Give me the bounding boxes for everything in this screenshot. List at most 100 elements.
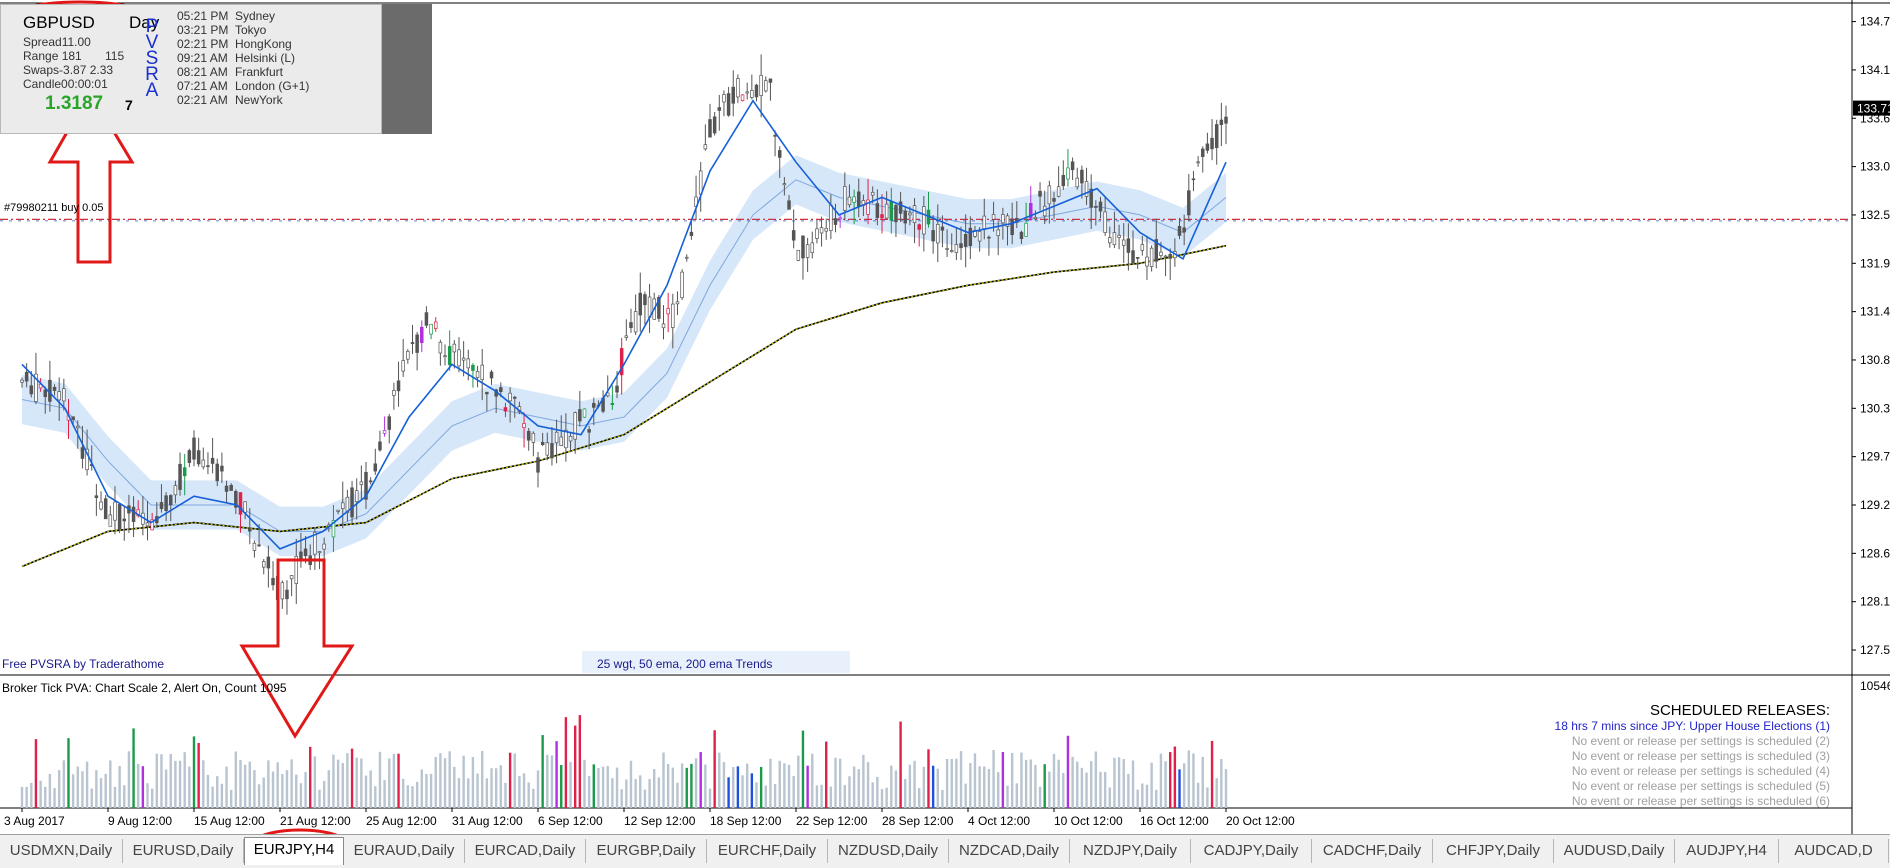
chart-tab[interactable]: EURGBP,Daily bbox=[586, 839, 707, 863]
candle-body bbox=[522, 423, 526, 428]
price-label: 134.70 bbox=[1860, 15, 1890, 29]
chart-tab[interactable]: EURUSD,Daily bbox=[123, 839, 244, 863]
volume-bar bbox=[197, 742, 200, 808]
volume-bar bbox=[425, 774, 428, 808]
volume-bar bbox=[894, 770, 898, 808]
candle-body bbox=[685, 256, 689, 259]
chart-tab[interactable]: EURAUD,Daily bbox=[344, 839, 465, 863]
chart-tab[interactable]: CHFJPY,Daily bbox=[1433, 839, 1554, 863]
volume-panel-header: Broker Tick PVA: Chart Scale 2, Alert On… bbox=[2, 681, 287, 695]
volume-bar bbox=[899, 721, 902, 808]
volume-bar bbox=[113, 786, 117, 808]
volume-bar bbox=[467, 778, 470, 808]
volume-bar bbox=[99, 778, 103, 808]
candle-body bbox=[531, 432, 536, 443]
candle-body bbox=[791, 230, 796, 241]
candle-body bbox=[578, 409, 582, 422]
candle-body bbox=[1210, 137, 1214, 150]
chart-tab[interactable]: EURJPY,H4 bbox=[244, 837, 344, 865]
chart-tab[interactable]: AUDCAD,D bbox=[1779, 839, 1889, 863]
chart-tab[interactable]: AUDUSD,Daily bbox=[1554, 839, 1675, 863]
chart-tab[interactable]: CADCHF,Daily bbox=[1312, 839, 1433, 863]
candle-body bbox=[805, 244, 810, 258]
candle-body bbox=[294, 556, 299, 584]
volume-bar bbox=[1076, 761, 1079, 808]
candle-body bbox=[406, 350, 410, 360]
chart-tab[interactable]: CADJPY,Daily bbox=[1191, 839, 1312, 863]
volume-bar bbox=[34, 739, 38, 808]
volume-bar bbox=[490, 768, 493, 808]
candle-body bbox=[1024, 222, 1028, 237]
order-line-label[interactable]: #79980211 buy 0.05 bbox=[4, 202, 104, 214]
price-label: 133.05 bbox=[1860, 160, 1890, 174]
volume-bar bbox=[522, 773, 526, 808]
candle-body bbox=[248, 528, 252, 532]
chart-tab[interactable]: NZDUSD,Daily bbox=[828, 839, 949, 863]
volume-bar bbox=[457, 778, 461, 808]
clock-city: Frankfurt bbox=[235, 65, 284, 79]
candle-body bbox=[303, 548, 308, 557]
candle-body bbox=[1033, 216, 1038, 220]
volume-bar bbox=[718, 752, 721, 808]
chart-tab[interactable]: NZDJPY,Daily bbox=[1070, 839, 1191, 863]
chart-tab[interactable]: USDMXN,Daily bbox=[0, 839, 123, 863]
candle-body bbox=[1038, 190, 1042, 197]
candle-body bbox=[499, 387, 503, 393]
chart-tab[interactable]: NZDCAD,Daily bbox=[949, 839, 1070, 863]
candle-body bbox=[796, 249, 801, 261]
clock-time: 09:21 AM bbox=[177, 51, 228, 65]
time-label: 6 Sep 12:00 bbox=[538, 814, 603, 828]
volume-bar bbox=[917, 788, 921, 808]
time-label: 4 Oct 12:00 bbox=[968, 814, 1030, 828]
chart-tab[interactable]: AUDJPY,H4 bbox=[1675, 839, 1779, 863]
volume-bar bbox=[439, 753, 442, 808]
candle-body bbox=[787, 200, 791, 210]
volume-bar bbox=[904, 778, 907, 808]
volume-bar bbox=[62, 760, 66, 808]
volume-bar bbox=[648, 779, 651, 808]
volume-bar bbox=[155, 753, 159, 808]
scheduled-releases-title: SCHEDULED RELEASES: bbox=[1649, 702, 1830, 719]
volume-bar bbox=[429, 773, 433, 808]
candle-body bbox=[698, 170, 703, 195]
volume-bar bbox=[262, 777, 265, 808]
scheduled-release-item: No event or release per settings is sche… bbox=[1571, 794, 1830, 808]
volume-bar bbox=[1159, 753, 1163, 808]
clock-city: Sydney bbox=[235, 9, 276, 23]
volume-bar bbox=[1024, 759, 1028, 808]
volume-bar bbox=[1215, 778, 1218, 808]
volume-bar bbox=[206, 774, 210, 808]
volume-bar bbox=[225, 766, 228, 808]
volume-bar bbox=[880, 789, 884, 808]
price-label: 127.55 bbox=[1860, 643, 1890, 657]
candle-body bbox=[1047, 185, 1052, 205]
highlight-circle-tab bbox=[262, 828, 338, 834]
clock-time: 02:21 PM bbox=[177, 37, 229, 51]
candle-body bbox=[364, 471, 368, 500]
candle-body bbox=[420, 326, 424, 343]
chart-tab[interactable]: EURCAD,Daily bbox=[465, 839, 586, 863]
candle-body bbox=[1177, 226, 1182, 236]
volume-bar bbox=[304, 772, 307, 808]
volume-bar bbox=[350, 748, 354, 808]
clock-city: London (G+1) bbox=[235, 79, 310, 93]
volume-bar bbox=[313, 756, 317, 808]
volume-bar bbox=[978, 766, 981, 808]
volume-bar bbox=[1187, 750, 1191, 808]
volume-bar bbox=[30, 782, 33, 808]
candle-body bbox=[866, 199, 870, 215]
candle-body bbox=[708, 119, 712, 138]
volume-bar bbox=[192, 736, 196, 808]
volume-bar bbox=[188, 766, 191, 808]
volume-bar bbox=[1043, 764, 1046, 808]
down-arrow-annotation bbox=[239, 558, 355, 739]
ema50-line bbox=[21, 179, 1227, 532]
candle-body bbox=[192, 437, 196, 460]
candle-body bbox=[201, 459, 206, 468]
price-chart[interactable]: 134.70134.15133.60133.05132.50131.95131.… bbox=[0, 0, 1890, 834]
chart-tab[interactable]: EURCHF,Daily bbox=[707, 839, 828, 863]
info-symbol: GBPUSD bbox=[23, 13, 95, 32]
candle-body bbox=[24, 371, 29, 382]
candle-body bbox=[410, 342, 415, 344]
candle-body bbox=[689, 231, 694, 236]
